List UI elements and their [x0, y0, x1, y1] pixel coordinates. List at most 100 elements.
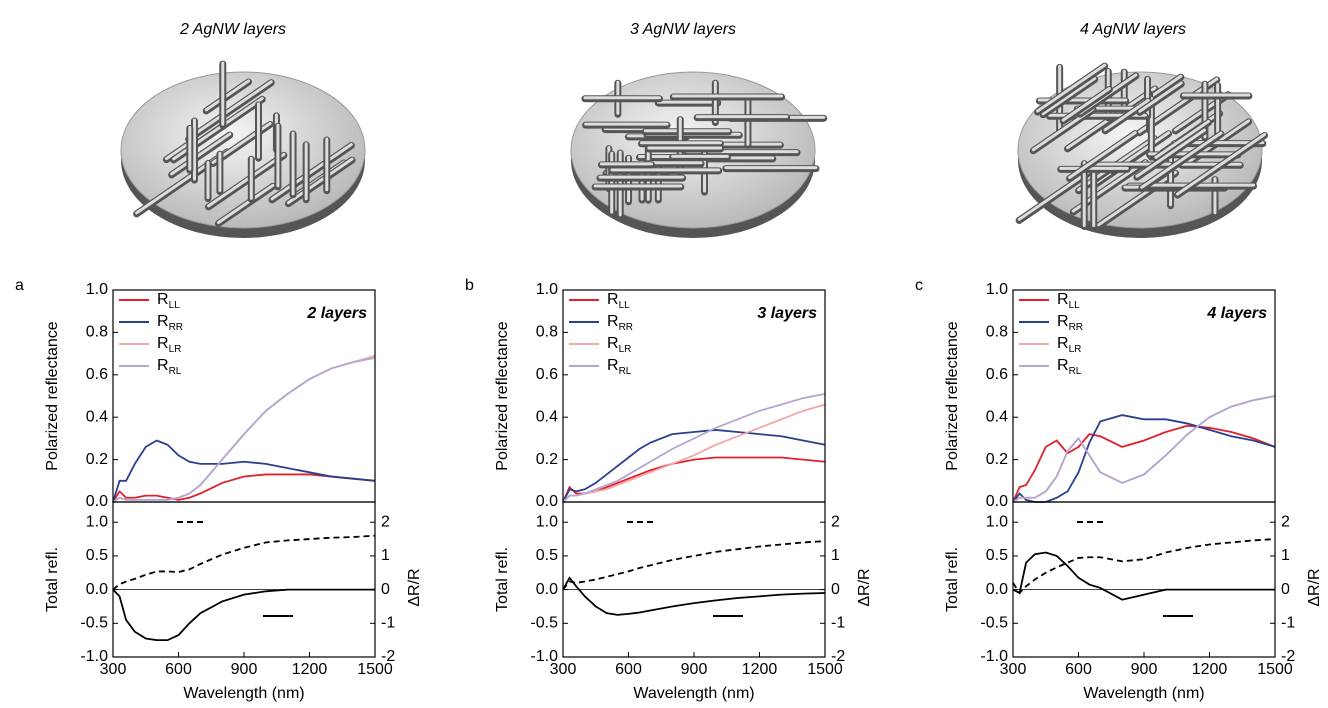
x-tick-label: 1500 — [1257, 661, 1293, 678]
y-tick-label: -0.5 — [80, 615, 108, 632]
y-tick-label: 0.0 — [536, 493, 558, 510]
x-tick-label: 600 — [1065, 661, 1092, 678]
x-tick-label: 900 — [231, 661, 258, 678]
y2-axis-label: ΔR/R — [856, 568, 873, 606]
plot-frame — [1012, 501, 1276, 658]
y2-tick-label: 1 — [381, 547, 390, 564]
y-tick-label: 0.8 — [86, 324, 108, 341]
panel-title: 4 AgNW layers — [1080, 21, 1186, 38]
y-axis-label: Polarized reflectance — [944, 321, 961, 471]
series-line — [112, 354, 376, 503]
y-tick-label: 0.5 — [86, 547, 108, 564]
legend-label: RLR — [157, 335, 181, 354]
nanowire-highlight — [170, 132, 232, 176]
y-tick-label: 0.4 — [536, 408, 558, 425]
x-tick-label: 1200 — [1192, 661, 1228, 678]
y-tick-label: -1.0 — [80, 648, 108, 665]
y2-tick-label: 1 — [831, 547, 840, 564]
series-line — [1012, 395, 1276, 503]
y2-tick-label: 0 — [381, 581, 390, 598]
nanowire-highlight — [207, 152, 286, 208]
nanowire-highlight — [1140, 131, 1223, 189]
y-tick-label: -0.5 — [980, 615, 1008, 632]
y-axis-label: Polarized reflectance — [44, 321, 61, 471]
y-tick-label: 0.6 — [86, 366, 108, 383]
legend-label: RRL — [607, 357, 632, 376]
series-line — [112, 356, 376, 503]
y2-tick-label: -1 — [831, 615, 845, 632]
legend-label: RRR — [1057, 313, 1083, 332]
nanowire-highlight — [1036, 63, 1107, 113]
y-tick-label: 0.8 — [986, 324, 1008, 341]
y-tick-label: 0.0 — [86, 581, 108, 598]
series-line — [562, 540, 826, 591]
series-line — [112, 439, 376, 503]
x-tick-label: 300 — [100, 661, 127, 678]
y-tick-label: 1.0 — [986, 281, 1008, 298]
series-line — [112, 473, 376, 503]
nanowire-highlight — [1068, 131, 1137, 180]
panel-letter: b — [465, 277, 474, 294]
x-tick-label: 1500 — [807, 661, 843, 678]
y-tick-label: 0.8 — [536, 324, 558, 341]
y-tick-label: -1.0 — [530, 648, 558, 665]
y-axis-label: Total refl. — [494, 547, 511, 612]
series-line — [1012, 395, 1276, 503]
x-tick-label: 600 — [165, 661, 192, 678]
nanowire-highlight — [1138, 81, 1183, 113]
series-line — [562, 456, 826, 503]
y2-tick-label: -1 — [1281, 615, 1295, 632]
x-tick-label: 600 — [615, 661, 642, 678]
nanowire-highlight — [286, 157, 354, 205]
y-tick-label: 0.2 — [536, 451, 558, 468]
y2-tick-label: 2 — [1281, 513, 1290, 530]
x-axis-label: Wavelength (nm) — [1083, 685, 1204, 702]
series-line — [1012, 538, 1276, 595]
series-line — [562, 429, 826, 503]
series-line — [112, 534, 376, 591]
nanowire-highlight — [1154, 119, 1210, 159]
y2-tick-label: -2 — [1281, 648, 1295, 665]
y-tick-label: 0.2 — [986, 451, 1008, 468]
y2-axis-label: ΔR/R — [1306, 568, 1323, 606]
y-tick-label: 0.2 — [86, 451, 108, 468]
y-tick-label: 0.0 — [86, 493, 108, 510]
y2-axis-label: ΔR/R — [406, 568, 423, 606]
y-tick-label: 1.0 — [86, 513, 108, 530]
series-line — [562, 392, 826, 503]
x-tick-label: 1200 — [742, 661, 778, 678]
panel-annotation: 2 layers — [306, 305, 367, 322]
y2-tick-label: 2 — [831, 513, 840, 530]
y-axis-label: Polarized reflectance — [494, 321, 511, 471]
series-line — [1012, 424, 1276, 503]
legend-label: RLL — [157, 291, 180, 310]
legend-label: RLR — [1057, 335, 1081, 354]
series-line — [1012, 551, 1275, 601]
y-axis-label: Total refl. — [44, 547, 61, 612]
nanowire-highlight — [1097, 170, 1178, 227]
y-tick-label: 0.4 — [986, 408, 1008, 425]
x-tick-label: 900 — [681, 661, 708, 678]
y-tick-label: 0.5 — [536, 547, 558, 564]
series-line — [112, 588, 375, 642]
series-line — [1012, 414, 1276, 503]
y-tick-label: -0.5 — [530, 615, 558, 632]
y-tick-label: 1.0 — [536, 513, 558, 530]
panel-title: 3 AgNW layers — [630, 21, 736, 38]
legend-label: RLL — [1057, 291, 1080, 310]
nanowire-highlight — [1041, 76, 1097, 116]
plot-frame — [112, 501, 376, 658]
y-tick-label: 1.0 — [986, 513, 1008, 530]
y-tick-label: 0.4 — [86, 408, 108, 425]
x-tick-label: 1500 — [357, 661, 393, 678]
nanowire-highlight — [204, 79, 250, 112]
legend-label: RRR — [607, 313, 633, 332]
nanowire-highlight — [187, 80, 273, 140]
y2-tick-label: 2 — [381, 513, 390, 530]
y2-tick-label: -1 — [381, 615, 395, 632]
x-axis-label: Wavelength (nm) — [183, 685, 304, 702]
nanowire-highlight — [1061, 87, 1111, 122]
panel-letter: c — [915, 277, 923, 294]
y2-tick-label: 1 — [1281, 547, 1290, 564]
